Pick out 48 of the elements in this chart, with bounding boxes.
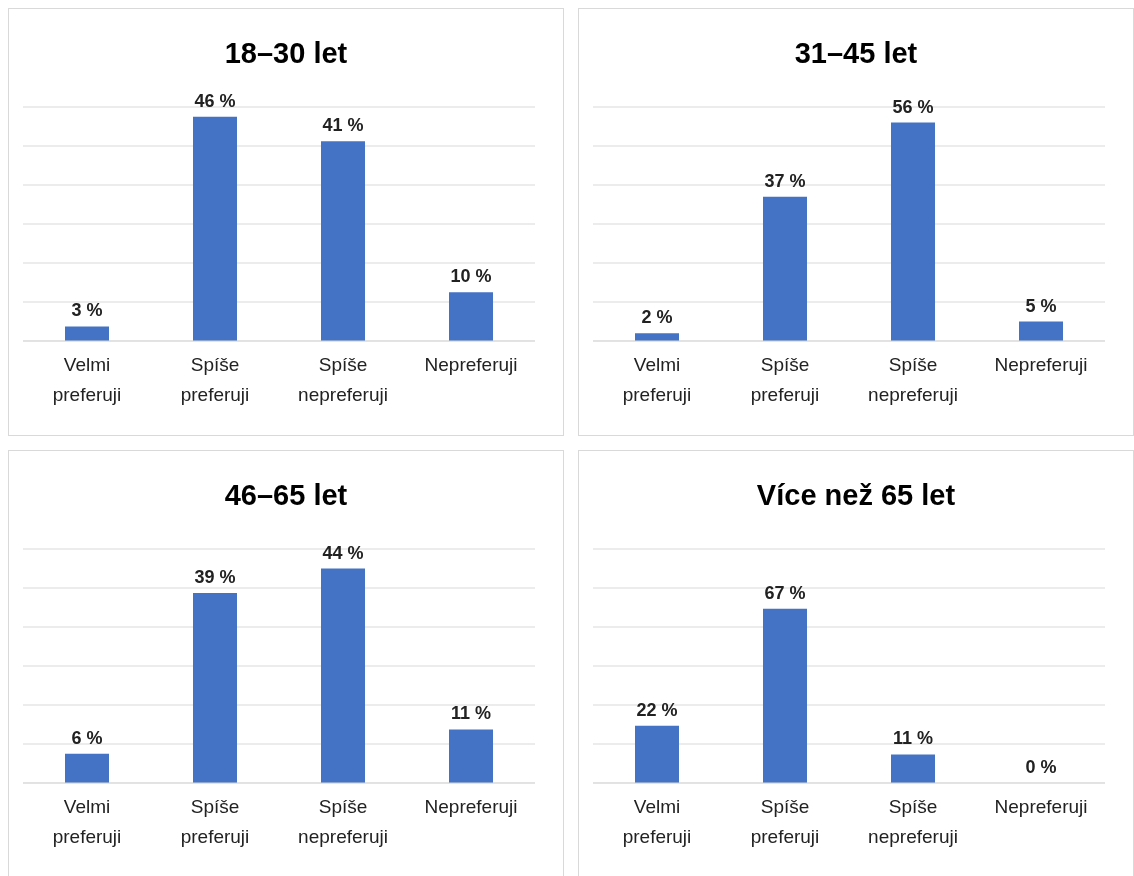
data-label: 41 % [322, 115, 364, 136]
bar [321, 568, 365, 783]
data-label: 2 % [641, 307, 673, 328]
x-tick-label: Spíše preferuji [750, 796, 820, 847]
data-label: 0 % [1025, 757, 1057, 777]
x-tick-label: Spíše preferuji [180, 354, 250, 405]
x-tick-label: Spíše nepreferuji [298, 796, 388, 847]
bar [65, 326, 109, 341]
x-tick-label: Spíše preferuji [750, 354, 820, 405]
bar [193, 592, 237, 783]
chart-title: 46–65 let [223, 478, 349, 513]
chart-title: 18–30 let [223, 36, 349, 71]
data-label: 39 % [194, 566, 236, 587]
x-tick-label: Nepreferuji [424, 796, 518, 817]
x-tick-label: Spíše nepreferuji [298, 354, 388, 405]
data-label: 11 % [892, 728, 934, 749]
x-tick-label: Velmi preferuji [52, 354, 122, 405]
bar [449, 292, 493, 341]
x-tick-label: Velmi preferuji [52, 796, 122, 847]
data-label: 44 % [322, 542, 364, 563]
bar [449, 729, 493, 783]
data-label: 11 % [450, 703, 492, 724]
data-label: 6 % [71, 727, 103, 748]
x-tick-label: Velmi preferuji [622, 796, 692, 847]
data-label: 5 % [1025, 295, 1057, 316]
x-tick-label: Nepreferuji [424, 354, 518, 375]
data-label: 56 % [892, 96, 934, 117]
data-label: 67 % [764, 582, 806, 603]
bar [321, 141, 365, 341]
data-label: 46 % [194, 90, 236, 111]
chart-title: Více než 65 let [755, 478, 957, 513]
x-tick-label: Velmi preferuji [622, 354, 692, 405]
chart-title: 31–45 let [793, 36, 919, 71]
bar [193, 116, 237, 341]
x-tick-label: Nepreferuji [994, 354, 1088, 375]
data-label: 22 % [636, 699, 678, 720]
data-label: 37 % [764, 170, 806, 191]
data-label: 10 % [450, 266, 492, 287]
bar [891, 122, 935, 341]
x-tick-label: Spíše nepreferuji [868, 796, 958, 847]
x-tick-label: Nepreferuji [994, 796, 1088, 817]
bar [65, 753, 109, 783]
bar [1019, 321, 1063, 341]
bar [763, 196, 807, 341]
bar [635, 333, 679, 341]
x-tick-label: Spíše nepreferuji [868, 354, 958, 405]
x-tick-label: Spíše preferuji [180, 796, 250, 847]
data-label: 3 % [71, 300, 103, 321]
